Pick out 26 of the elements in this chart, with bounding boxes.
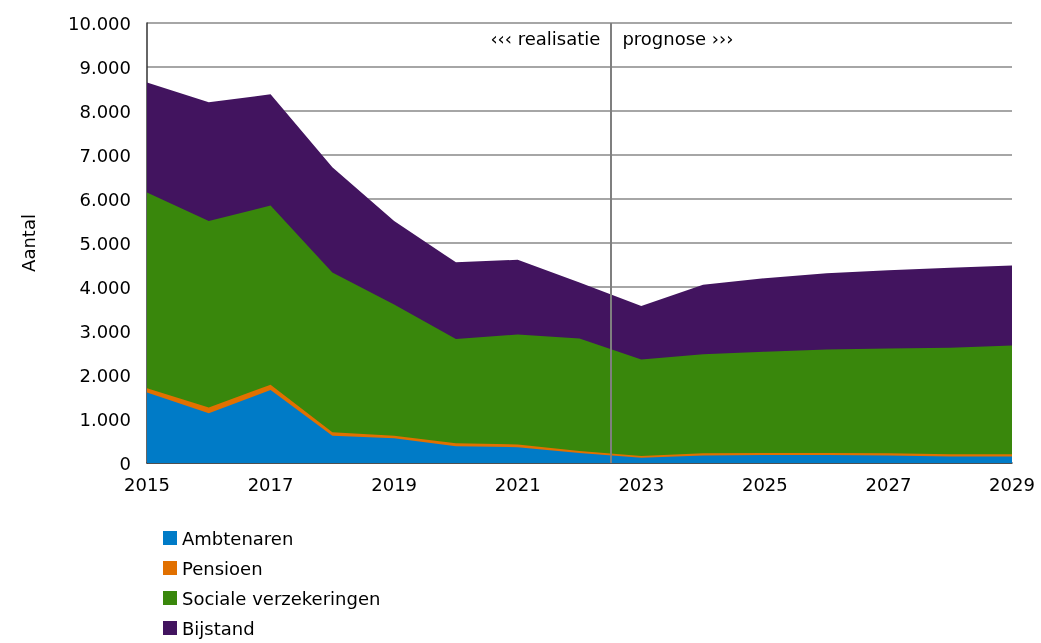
- y-tick-label: 0: [119, 452, 131, 474]
- y-tick-label: 3.000: [79, 320, 131, 342]
- x-tick-label: 2029: [989, 473, 1035, 495]
- annotation: prognose ›››: [622, 28, 734, 50]
- x-tick-label: 2027: [865, 473, 912, 495]
- legend-label: Ambtenaren: [182, 527, 294, 549]
- y-tick-label: 7.000: [79, 144, 131, 166]
- x-tick-label: 2025: [741, 473, 788, 495]
- y-tick-label: 6.000: [79, 188, 131, 210]
- y-tick-label: 2.000: [79, 364, 131, 386]
- y-tick-label: 8.000: [79, 100, 131, 122]
- annotation: ‹‹‹ realisatie: [490, 28, 601, 50]
- legend-label: Sociale verzekeringen: [182, 587, 381, 609]
- x-tick-label: 2019: [371, 473, 418, 495]
- y-tick-label: 5.000: [79, 232, 131, 254]
- y-tick-label: 1.000: [79, 408, 131, 430]
- x-tick-label: 2017: [247, 473, 294, 495]
- legend-label: Bijstand: [182, 617, 255, 639]
- legend-label: Pensioen: [182, 557, 263, 579]
- x-tick-label: 2021: [494, 473, 541, 495]
- y-tick-label: 9.000: [79, 56, 131, 78]
- y-axis-title: Aantal: [17, 214, 39, 272]
- x-tick-label: 2015: [124, 473, 170, 495]
- y-tick-label: 10.000: [68, 12, 131, 34]
- y-tick-label: 4.000: [79, 276, 131, 298]
- x-tick-label: 2023: [618, 473, 665, 495]
